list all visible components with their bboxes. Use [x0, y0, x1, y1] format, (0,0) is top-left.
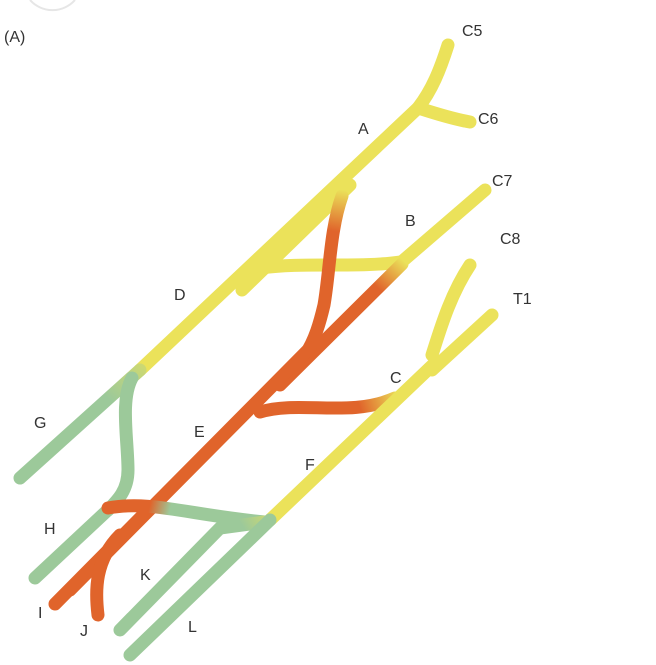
root-c5 — [411, 38, 455, 115]
label-g: G — [34, 415, 46, 432]
label-c8: C8 — [500, 231, 521, 248]
branch-l — [123, 513, 277, 662]
label-h: H — [44, 521, 56, 538]
branch-j — [90, 528, 127, 622]
root-c6 — [411, 101, 477, 129]
label-c5: C5 — [462, 23, 483, 40]
root-c7 — [391, 183, 492, 272]
branch-k — [113, 515, 272, 637]
label-t1: T1 — [513, 291, 532, 308]
branch-h — [28, 501, 117, 585]
branch-g — [13, 363, 147, 485]
label-i: I — [38, 605, 42, 622]
label-e: E — [194, 424, 205, 441]
label-a: A — [358, 121, 369, 138]
trunk-upper-a — [133, 101, 425, 377]
label-b: B — [405, 213, 416, 230]
label-c: C — [390, 370, 402, 387]
root-c8 — [425, 258, 477, 362]
branch-loop — [101, 371, 139, 517]
label-c6: C6 — [478, 111, 499, 128]
label-j: J — [80, 623, 88, 640]
label-d: D — [174, 287, 186, 304]
panel-label: (A) — [4, 29, 25, 46]
label-f: F — [305, 457, 315, 474]
label-k: K — [140, 567, 151, 584]
branch-from-a-orange — [298, 189, 349, 362]
trunk-lower-f — [263, 355, 443, 527]
corner-arc — [29, 0, 76, 12]
branch-to-c — [253, 391, 402, 419]
label-c7: C7 — [492, 173, 513, 190]
label-l: L — [188, 619, 197, 636]
